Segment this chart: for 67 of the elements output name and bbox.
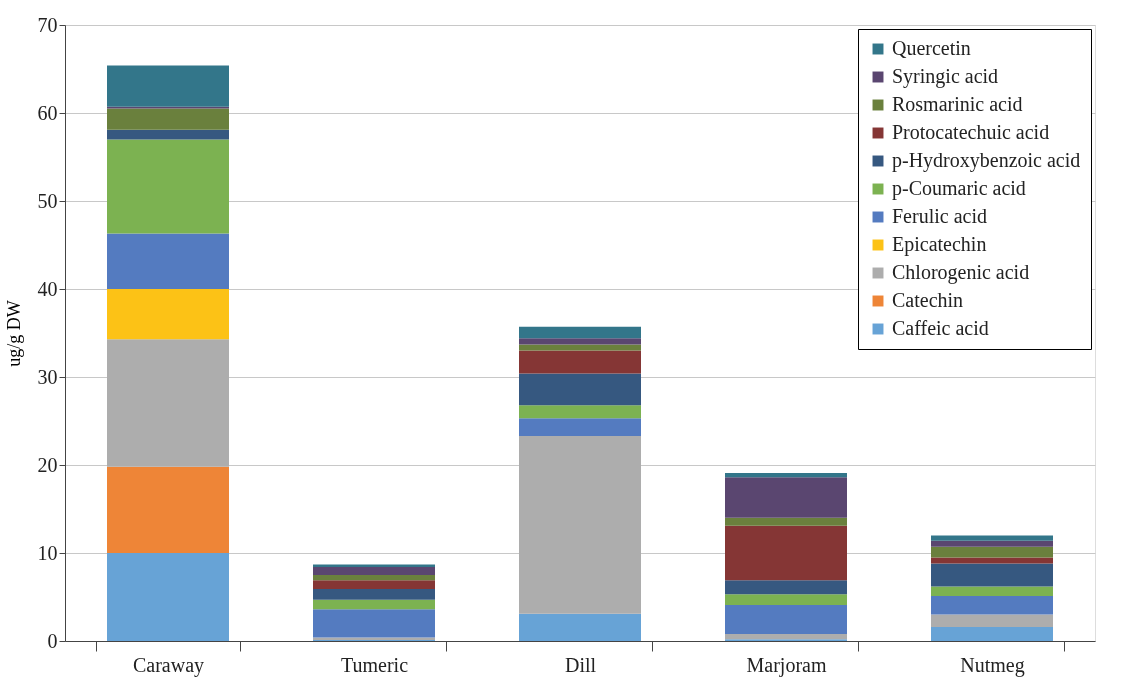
- bar: [107, 233, 229, 289]
- legend-label: Rosmarinic acid: [892, 93, 1023, 115]
- legend-label: p-Coumaric acid: [892, 177, 1026, 200]
- bar: [519, 326, 641, 339]
- legend-label: Ferulic acid: [892, 205, 987, 227]
- bar: [519, 350, 641, 374]
- bar: [725, 525, 847, 581]
- bar: [313, 609, 435, 638]
- bar: [107, 553, 229, 641]
- bar: [931, 626, 1053, 641]
- bar: [725, 517, 847, 526]
- legend-label: Caffeic acid: [892, 317, 989, 339]
- bar: [313, 580, 435, 590]
- legend-label: p-Hydroxybenzoic acid: [892, 149, 1081, 172]
- bar: [519, 418, 641, 436]
- legend-label: Protocatechuic acid: [892, 121, 1050, 143]
- bar: [313, 599, 435, 610]
- bar: [313, 589, 435, 600]
- bar: [725, 477, 847, 518]
- bar: [931, 563, 1053, 587]
- x-tick-label: Tumeric: [340, 653, 409, 676]
- bar: [519, 344, 641, 351]
- bar: [107, 65, 229, 107]
- x-tick-label: Caraway: [132, 653, 205, 677]
- bar: [725, 604, 847, 634]
- bar: [931, 614, 1053, 627]
- bar: [107, 139, 229, 234]
- bar: [107, 108, 229, 130]
- bar: [313, 575, 435, 581]
- bar: [725, 472, 847, 478]
- y-tick-label: 30: [37, 365, 58, 388]
- bar: [519, 435, 641, 614]
- x-tick-label: Nutmeg: [960, 653, 1025, 677]
- y-tick-label: 50: [37, 189, 58, 212]
- y-axis-title: ug/g DW: [3, 300, 24, 367]
- y-tick-label: 10: [37, 541, 58, 564]
- bar: [519, 338, 641, 345]
- y-tick-label: 60: [37, 101, 58, 124]
- bar: [519, 613, 641, 641]
- bar: [107, 289, 229, 340]
- legend-label: Quercetin: [892, 37, 971, 59]
- bar: [107, 466, 229, 553]
- bar: [519, 373, 641, 406]
- bar: [725, 633, 847, 640]
- x-tick-label: Marjoram: [746, 653, 827, 677]
- bar: [519, 405, 641, 419]
- legend-label: Syringic acid: [892, 65, 999, 88]
- bar: [725, 580, 847, 595]
- bar: [931, 557, 1053, 564]
- bar: [107, 339, 229, 467]
- bar: [931, 586, 1053, 597]
- bar: [931, 535, 1053, 541]
- legend-label: Chlorogenic acid: [892, 261, 1030, 284]
- bar: [107, 129, 229, 140]
- legend-label: Epicatechin: [892, 233, 987, 256]
- y-tick-label: 70: [37, 13, 58, 36]
- bar: [931, 540, 1053, 547]
- bar: [931, 596, 1053, 615]
- bar: [931, 546, 1053, 558]
- bar: [313, 567, 435, 575]
- bar: [725, 594, 847, 605]
- legend-label: Catechin: [892, 289, 964, 311]
- y-tick-label: 0: [47, 629, 58, 652]
- y-tick-label: 40: [37, 277, 58, 300]
- bar: [313, 564, 435, 568]
- x-tick-label: Dill: [564, 653, 597, 676]
- y-tick-label: 20: [37, 453, 58, 476]
